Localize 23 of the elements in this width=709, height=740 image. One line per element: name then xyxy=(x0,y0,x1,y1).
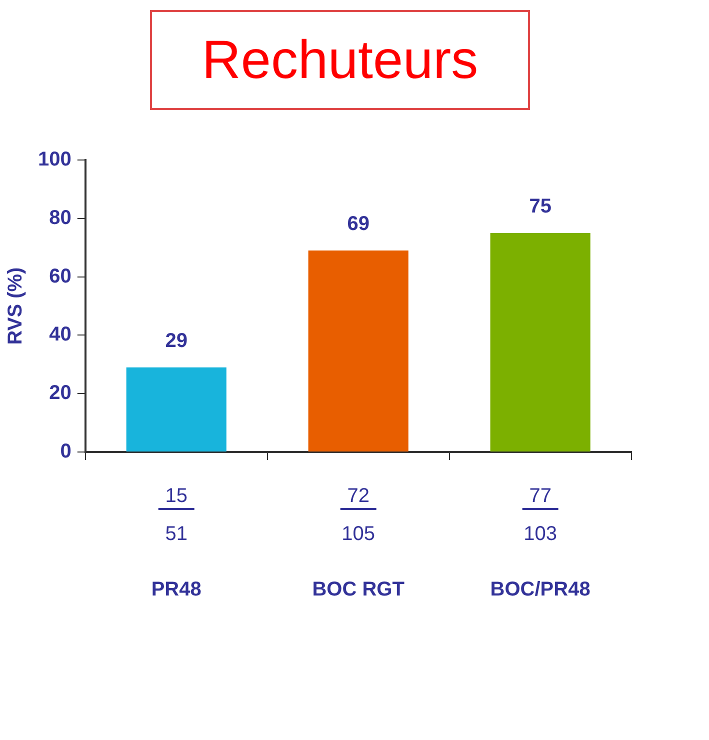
data-label: 29 xyxy=(165,330,188,352)
y-tick-label: 20 xyxy=(49,382,72,404)
x-tick-label: BOC RGT xyxy=(312,578,404,601)
x-tick-label: PR48 xyxy=(151,578,202,601)
y-tick-label: 40 xyxy=(49,324,72,346)
y-tick-label: 0 xyxy=(60,440,72,463)
text: 77 xyxy=(529,485,552,507)
text: 51 xyxy=(165,523,188,545)
bar xyxy=(126,367,226,452)
y-axis-title: RVS (%) xyxy=(4,267,27,345)
text: 103 xyxy=(524,523,558,545)
chart-title: Rechuteurs xyxy=(150,10,530,110)
text: 15 xyxy=(165,485,188,507)
y-tick-label: 100 xyxy=(38,148,72,171)
text: 72 xyxy=(347,485,370,507)
text: 105 xyxy=(342,523,376,545)
y-tick-label: 60 xyxy=(49,265,72,288)
x-tick-label: BOC/PR48 xyxy=(490,578,590,601)
bar xyxy=(308,250,408,452)
data-label: 75 xyxy=(529,196,552,218)
y-tick-label: 80 xyxy=(49,206,72,229)
bar xyxy=(490,233,590,452)
data-label: 69 xyxy=(347,213,370,236)
